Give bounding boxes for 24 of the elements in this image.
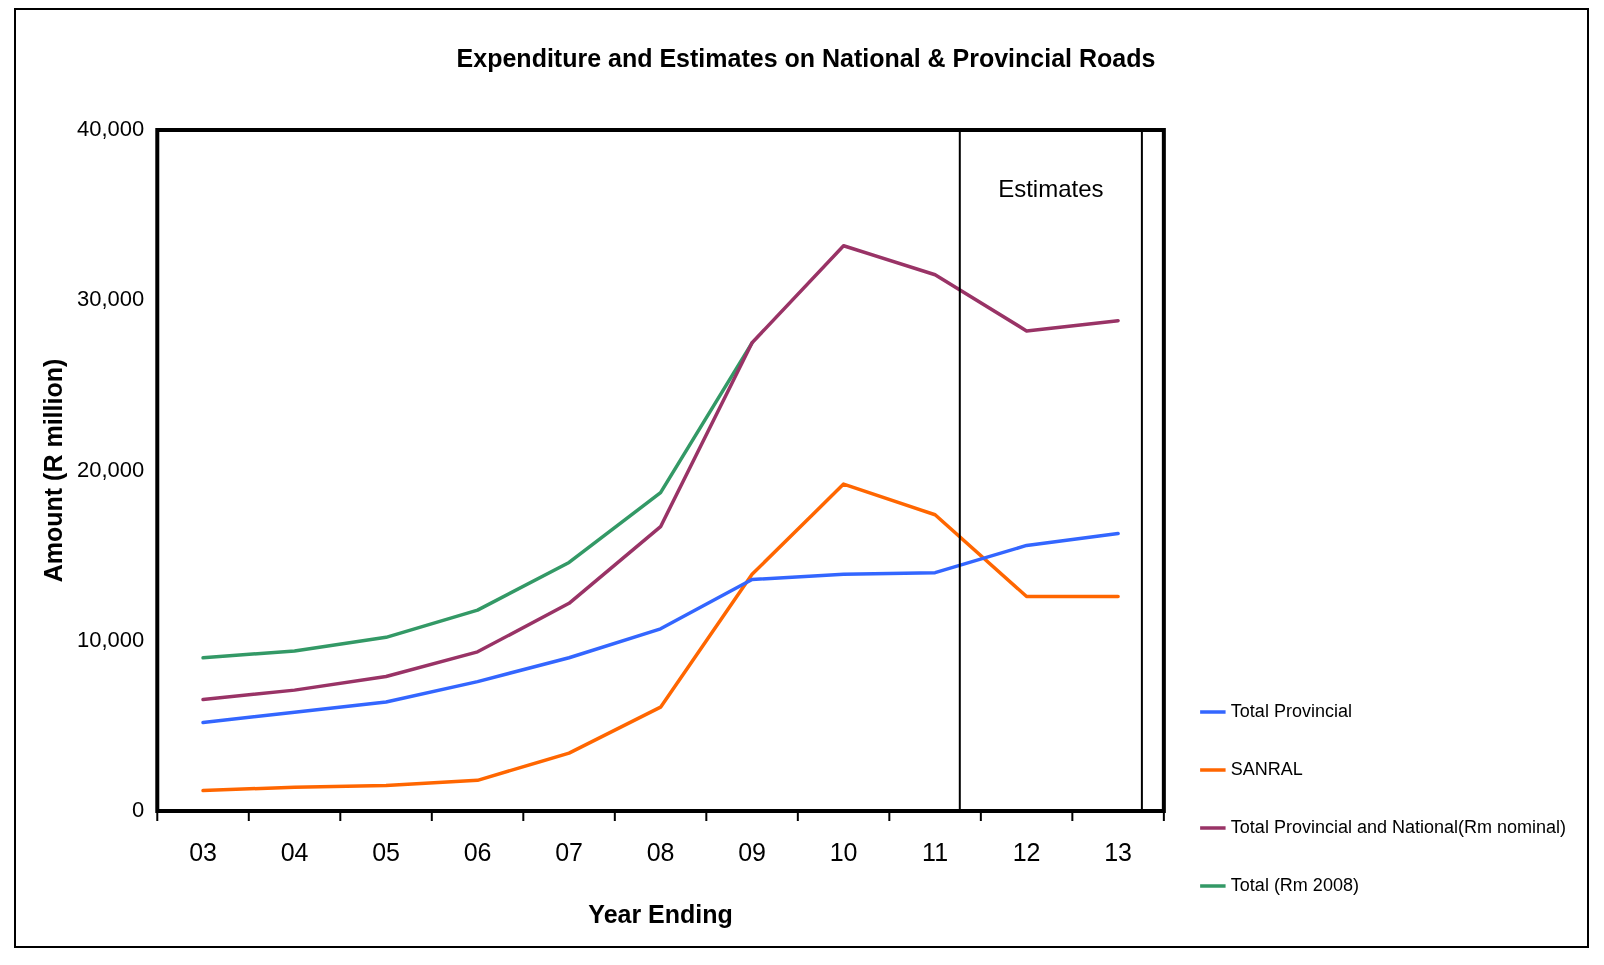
annotation: Estimates xyxy=(998,174,1104,202)
x-tick-label: 03 xyxy=(189,837,217,866)
x-axis-title: Year Ending xyxy=(588,899,733,928)
legend-label: Total (Rm 2008) xyxy=(1230,874,1359,895)
chart-title: Expenditure and Estimates on National & Provincial Roads xyxy=(456,43,1156,72)
y-tick-label: 10,000 xyxy=(76,626,145,652)
x-tick-label: 11 xyxy=(922,837,949,866)
x-tick-label: 13 xyxy=(1104,837,1133,866)
x-tick-label: 04 xyxy=(280,837,309,866)
y-tick-label: 40,000 xyxy=(76,116,145,142)
x-tick-label: 09 xyxy=(738,837,766,866)
legend-label: Total Provincial xyxy=(1230,700,1352,721)
y-tick-label: 20,000 xyxy=(76,456,145,482)
x-tick-label: 12 xyxy=(1012,837,1041,866)
legend-label: SANRAL xyxy=(1230,758,1303,779)
x-tick-label: 05 xyxy=(372,837,400,866)
legend-label: Total Provincial and National(Rm nominal) xyxy=(1230,816,1567,837)
y-tick-label: 0 xyxy=(132,797,145,823)
y-axis-title: Amount (R million) xyxy=(38,358,67,583)
x-tick-label: 07 xyxy=(555,837,583,866)
x-tick-label: 06 xyxy=(463,837,492,866)
x-tick-label: 08 xyxy=(646,837,675,866)
y-tick-label: 30,000 xyxy=(76,286,145,312)
x-tick-label: 10 xyxy=(829,837,858,866)
